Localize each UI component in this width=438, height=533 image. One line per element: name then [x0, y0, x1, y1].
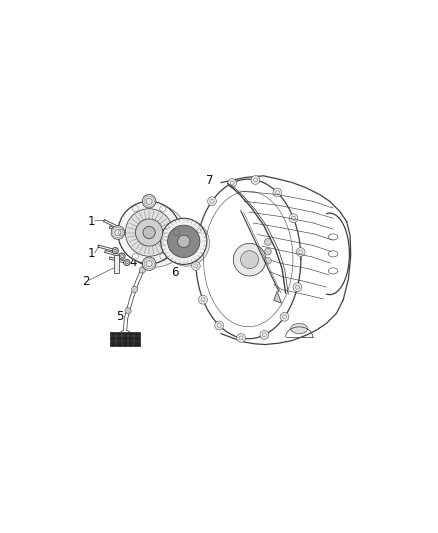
Circle shape: [251, 175, 260, 184]
Circle shape: [208, 197, 216, 206]
Circle shape: [142, 257, 156, 271]
Circle shape: [228, 179, 237, 188]
Text: 4: 4: [130, 256, 137, 269]
Circle shape: [265, 257, 271, 264]
Circle shape: [289, 214, 298, 223]
Text: 1: 1: [88, 215, 95, 228]
Circle shape: [142, 195, 156, 208]
Circle shape: [123, 231, 129, 238]
Circle shape: [112, 248, 118, 254]
Circle shape: [139, 267, 145, 273]
Circle shape: [118, 201, 180, 264]
Circle shape: [194, 227, 203, 235]
Circle shape: [128, 238, 134, 244]
Circle shape: [178, 235, 190, 247]
Circle shape: [280, 312, 289, 321]
Circle shape: [215, 321, 223, 330]
Circle shape: [173, 225, 187, 239]
Polygon shape: [138, 256, 146, 264]
Circle shape: [111, 225, 125, 239]
Circle shape: [237, 334, 245, 342]
Polygon shape: [274, 291, 282, 303]
Circle shape: [125, 209, 173, 256]
Circle shape: [198, 295, 208, 304]
Circle shape: [168, 225, 200, 257]
Circle shape: [124, 260, 130, 265]
Bar: [110, 332, 140, 345]
Circle shape: [143, 227, 155, 239]
Text: 2: 2: [82, 274, 90, 287]
Circle shape: [125, 308, 131, 314]
Circle shape: [273, 188, 282, 197]
Circle shape: [135, 219, 162, 246]
Circle shape: [260, 330, 269, 340]
Circle shape: [117, 225, 123, 231]
Text: 1: 1: [88, 247, 95, 261]
Circle shape: [233, 244, 266, 276]
Circle shape: [119, 253, 125, 259]
Circle shape: [131, 212, 179, 260]
Text: 7: 7: [206, 174, 214, 188]
Circle shape: [124, 205, 187, 267]
Ellipse shape: [291, 324, 307, 334]
Text: 3: 3: [135, 208, 143, 221]
Circle shape: [265, 239, 271, 245]
Circle shape: [163, 220, 209, 266]
Circle shape: [191, 262, 200, 270]
Circle shape: [296, 248, 305, 256]
Text: 6: 6: [172, 266, 179, 279]
Circle shape: [131, 286, 138, 293]
Bar: [114, 255, 119, 273]
Circle shape: [293, 283, 302, 292]
Circle shape: [240, 251, 258, 269]
Text: 5: 5: [116, 310, 124, 323]
Circle shape: [265, 248, 271, 255]
Circle shape: [161, 218, 207, 264]
